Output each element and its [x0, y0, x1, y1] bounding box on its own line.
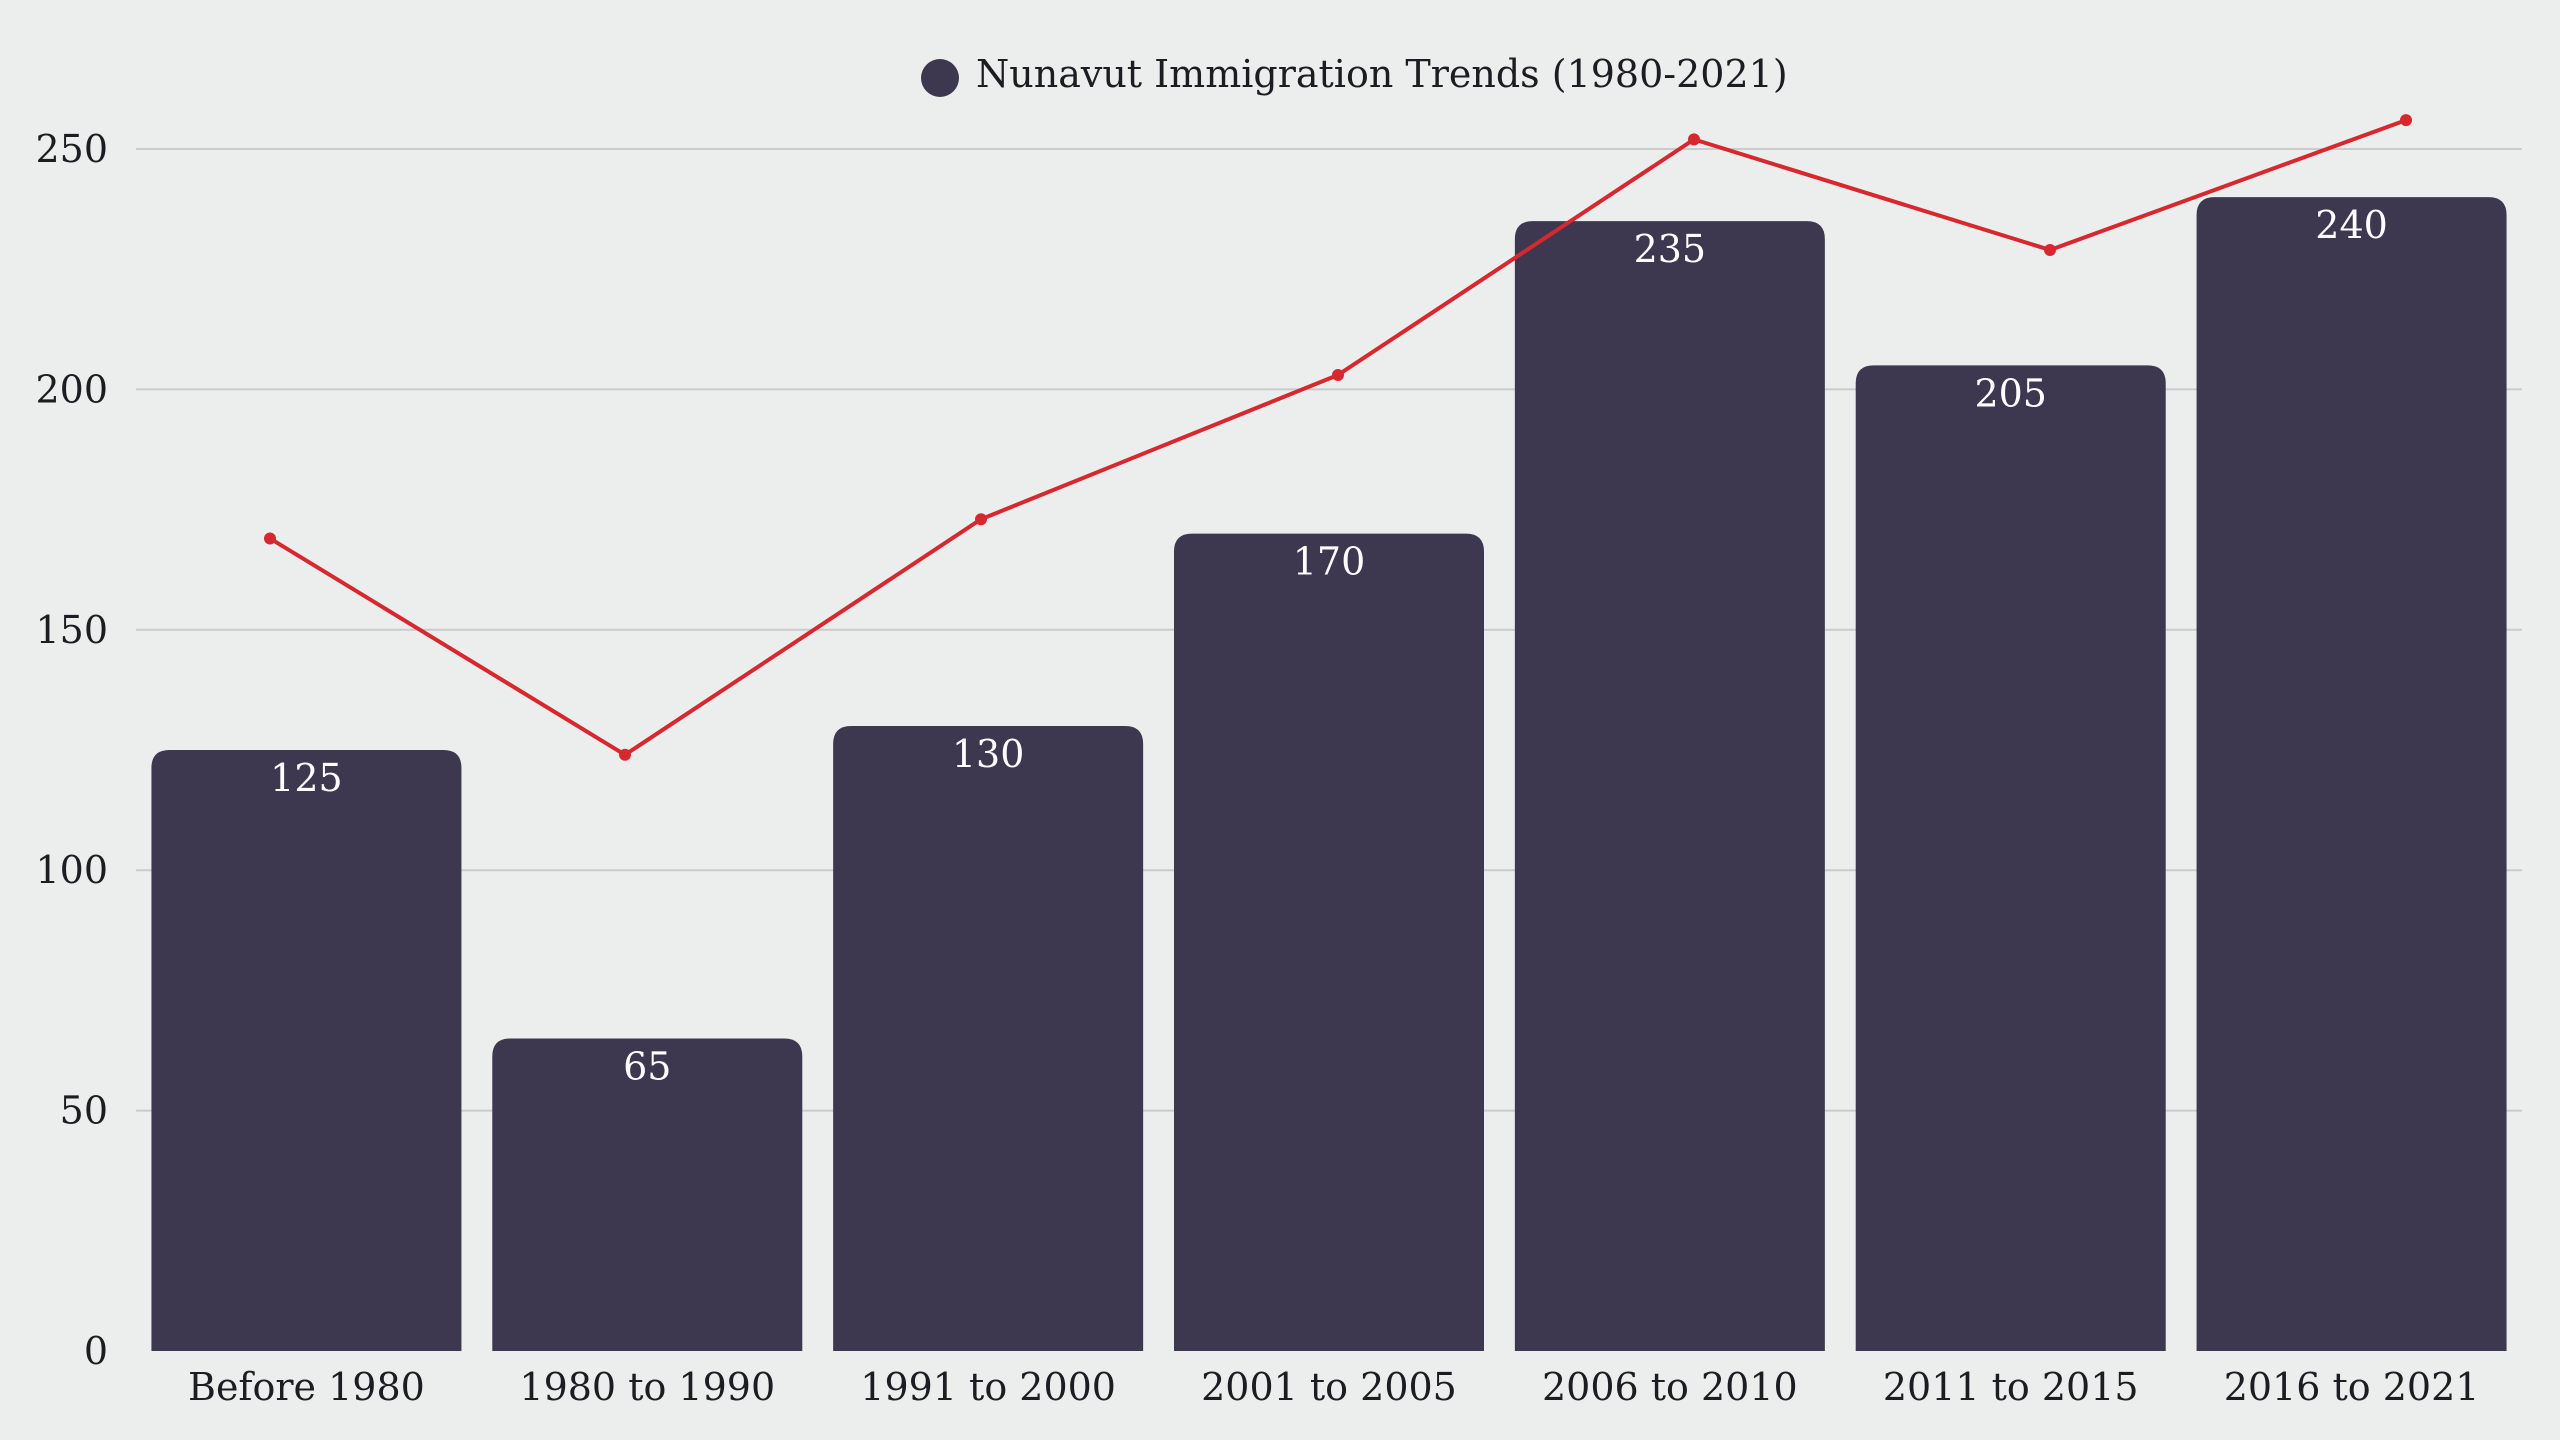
bar-value-label: 235 — [1634, 227, 1707, 271]
bar-value-label: 205 — [1974, 371, 2047, 415]
y-axis-ticks: 0 50 100 150 200 250 — [35, 127, 108, 1373]
x-tick-label: 1991 to 2000 — [860, 1365, 1116, 1409]
trend-line — [264, 114, 2412, 761]
x-tick-label: 2001 to 2005 — [1201, 1365, 1457, 1409]
trend-point-5 — [2044, 243, 2056, 256]
trend-point-2 — [975, 513, 987, 526]
legend: Nunavut Immigration Trends (1980-2021) — [921, 52, 1788, 97]
trend-point-0 — [264, 532, 276, 545]
bar-0 — [151, 750, 462, 1351]
y-tick-label: 200 — [35, 367, 108, 411]
bar-value-label: 170 — [1293, 540, 1366, 584]
bar-1 — [492, 1038, 803, 1351]
bar-value-label: 65 — [623, 1044, 671, 1088]
bar-value-label: 130 — [952, 732, 1025, 776]
x-tick-label: 2016 to 2021 — [2224, 1365, 2480, 1409]
legend-label: Nunavut Immigration Trends (1980-2021) — [976, 52, 1788, 96]
y-tick-label: 50 — [60, 1089, 108, 1133]
trend-point-4 — [1688, 133, 1700, 146]
bar-value-label: 125 — [270, 756, 343, 800]
x-tick-label: 1980 to 1990 — [519, 1365, 775, 1409]
bar-2 — [833, 725, 1144, 1351]
bar-3 — [1174, 533, 1484, 1351]
y-tick-label: 0 — [84, 1329, 108, 1373]
bar-value-label: 240 — [2315, 203, 2388, 247]
legend-marker — [921, 59, 959, 97]
bar-6 — [2196, 197, 2507, 1352]
x-tick-label: 2006 to 2010 — [1542, 1365, 1798, 1409]
bars — [151, 197, 2507, 1352]
bar-5 — [1855, 365, 2166, 1351]
trend-point-6 — [2400, 114, 2412, 127]
bar-labels: 125 65 130 170 235 205 240 — [270, 203, 2388, 1088]
trend-point-3 — [1332, 368, 1344, 381]
x-tick-label: 2011 to 2015 — [1883, 1365, 2139, 1409]
x-axis-ticks: Before 1980 1980 to 1990 1991 to 2000 2001 … — [188, 1365, 2479, 1409]
y-tick-label: 250 — [35, 127, 108, 171]
x-tick-label: Before 1980 — [188, 1365, 425, 1409]
bar-4 — [1514, 221, 1825, 1351]
trend-point-1 — [619, 748, 631, 761]
y-tick-label: 150 — [35, 608, 108, 652]
y-tick-label: 100 — [35, 848, 108, 892]
